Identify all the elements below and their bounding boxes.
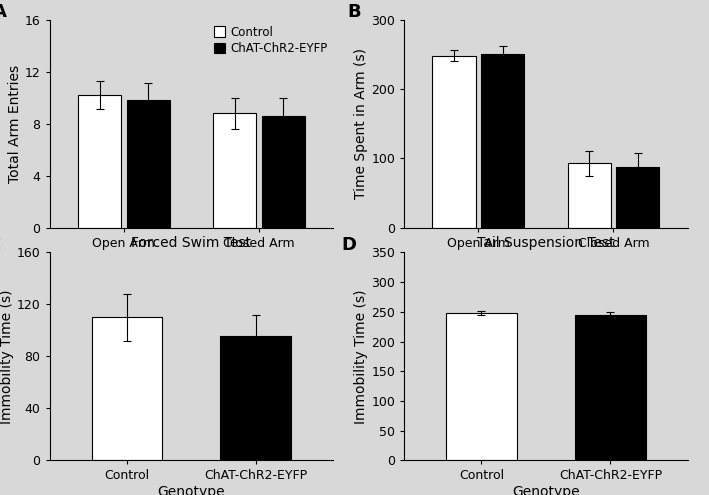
Y-axis label: Immobility Time (s): Immobility Time (s) <box>0 289 14 424</box>
Bar <box>262 116 305 228</box>
Bar <box>446 313 517 460</box>
Bar <box>575 315 646 460</box>
Bar <box>432 56 476 228</box>
Bar <box>481 54 525 228</box>
Text: D: D <box>342 236 357 254</box>
Title: Forced Swim Test: Forced Swim Test <box>131 236 252 250</box>
X-axis label: Genotype: Genotype <box>157 485 225 495</box>
Bar <box>220 336 291 460</box>
Bar <box>567 163 610 228</box>
Bar <box>91 317 162 460</box>
X-axis label: Genotype: Genotype <box>512 485 580 495</box>
Legend: Control, ChAT-ChR2-EYFP: Control, ChAT-ChR2-EYFP <box>213 26 328 55</box>
Bar <box>127 100 170 228</box>
Y-axis label: Total Arm Entries: Total Arm Entries <box>8 65 22 183</box>
Y-axis label: Immobility Time (s): Immobility Time (s) <box>354 289 369 424</box>
Title: Tail Suspension Test: Tail Suspension Test <box>477 236 615 250</box>
Bar <box>213 113 256 228</box>
Bar <box>78 95 121 228</box>
Text: B: B <box>347 3 361 21</box>
Bar <box>616 167 659 228</box>
Y-axis label: Time Spent in Arm (s): Time Spent in Arm (s) <box>354 48 369 199</box>
Text: A: A <box>0 3 7 21</box>
